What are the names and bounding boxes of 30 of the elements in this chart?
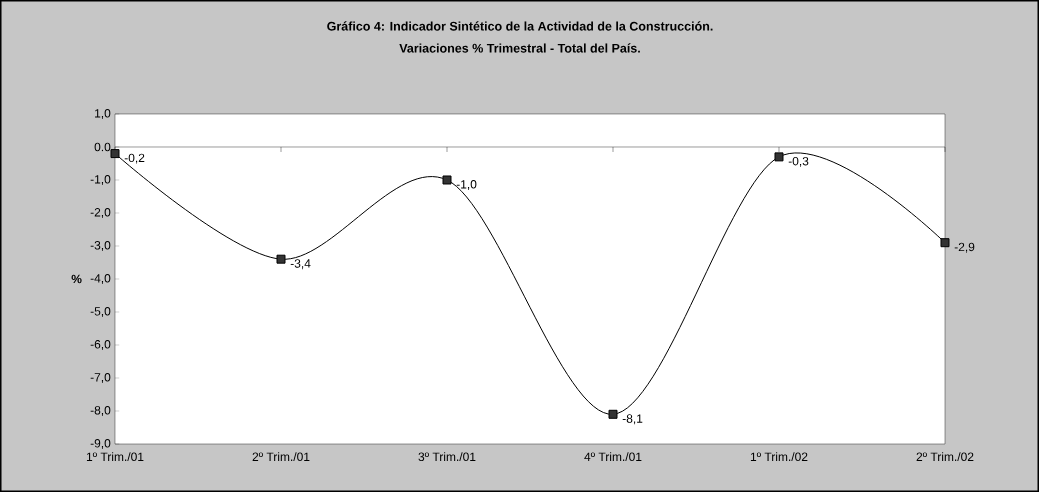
y-axis-title: % [71, 274, 82, 284]
y-tick-label: -3,0 [90, 241, 111, 251]
point [276, 254, 286, 264]
y-tick-label: -7,0 [90, 373, 111, 383]
y-tick-label: -8,0 [90, 406, 111, 416]
x-tick-label: 2º Trim./01 [252, 452, 310, 461]
y-tick-label: 1,0 [95, 109, 111, 119]
y-tick-label: -9,0 [90, 439, 111, 449]
y-tick-label: -4,0 [90, 274, 111, 284]
y-tick-label: -6,0 [90, 340, 111, 350]
data-label: -0,2 [124, 153, 145, 164]
x-tick-label: 1º Trim./01 [86, 452, 144, 461]
data-label: -2,9 [954, 242, 975, 253]
data-label: -8,1 [622, 414, 643, 425]
point [774, 152, 784, 162]
x-tick-label: 2º Trim./02 [916, 452, 974, 461]
y-tick-label: -5,0 [90, 307, 111, 317]
y-tick-label: 0.0 [94, 142, 111, 152]
x-tick-label: 3º Trim./01 [418, 452, 476, 461]
point [442, 175, 452, 185]
chart-title: Gráfico 4: Indicador Sintético de la Actividad de la Construcción. Variaciones % Trimestral - Total del País. [327, 21, 713, 53]
x-tick-label: 1º Trim./02 [750, 452, 808, 461]
y-tick-label: -2,0 [90, 208, 111, 218]
data-label: -0,3 [788, 156, 809, 167]
point [608, 409, 618, 419]
data-label: -3,4 [290, 259, 311, 270]
y-tick-label: -1,0 [90, 175, 111, 185]
point [940, 238, 950, 248]
x-tick-label: 4º Trim./01 [584, 452, 642, 461]
data-label: -1,0 [456, 180, 477, 190]
